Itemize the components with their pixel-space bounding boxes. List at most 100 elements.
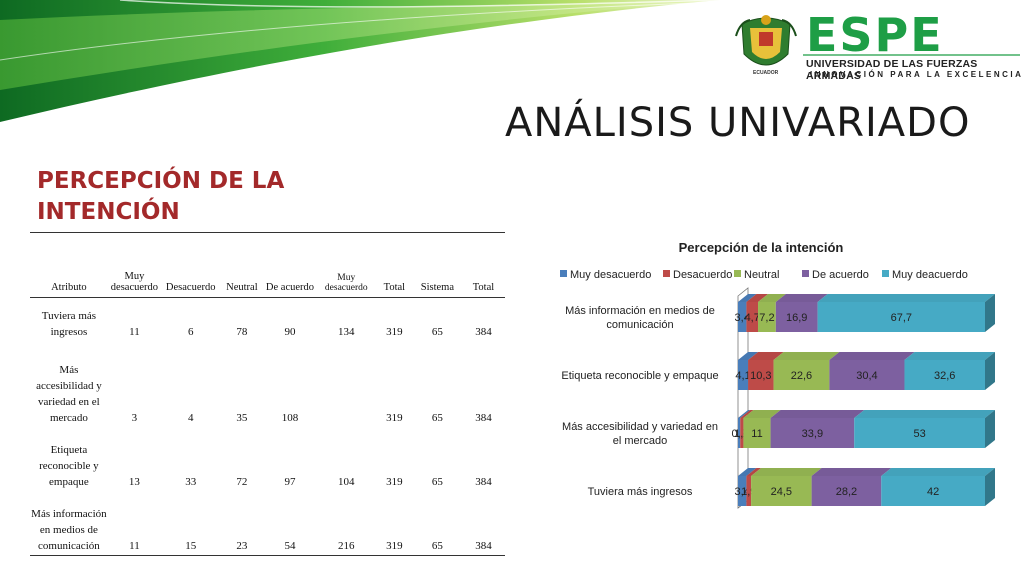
data-label: 3,4 bbox=[735, 486, 750, 498]
legend-swatch bbox=[560, 270, 567, 277]
page-title: ANÁLISIS UNIVARIADO bbox=[505, 100, 971, 146]
column-header: Muy desacuerdo bbox=[107, 232, 162, 298]
bar-top bbox=[738, 468, 757, 476]
category-label: comunicación bbox=[606, 319, 673, 331]
bar-top bbox=[740, 410, 754, 418]
table-cell: 384 bbox=[475, 412, 492, 424]
crest-icon bbox=[735, 15, 797, 66]
bar-segment bbox=[770, 418, 855, 448]
category-label: Etiqueta reconocible y empaque bbox=[561, 370, 718, 382]
bar-segment bbox=[775, 302, 818, 332]
bar-top bbox=[738, 294, 757, 302]
table-cell: 384 bbox=[475, 476, 492, 488]
table-cell: 65 bbox=[431, 412, 443, 424]
table-cell: 319 bbox=[386, 476, 403, 488]
legend-swatch bbox=[802, 270, 809, 277]
bar-segment bbox=[748, 360, 774, 390]
table-cell: 11 bbox=[107, 491, 162, 556]
bar-segment bbox=[758, 302, 776, 332]
bar-top bbox=[881, 468, 995, 476]
category-label: el mercado bbox=[613, 435, 667, 447]
table-cell: 108 bbox=[281, 412, 299, 424]
table-row: Tuviera más ingresos 11 6 78 90 134 319 … bbox=[30, 298, 505, 342]
table-cell: Etiqueta reconocible y empaque bbox=[39, 444, 99, 488]
data-label: 4,1 bbox=[735, 370, 750, 382]
table-cell: 78 bbox=[236, 326, 248, 338]
bar-top bbox=[743, 410, 781, 418]
table-cell: 65 bbox=[431, 476, 443, 488]
bar-top bbox=[773, 352, 840, 360]
data-label: 67,7 bbox=[891, 312, 912, 324]
legend-label: Muy desacuerdo bbox=[570, 269, 651, 281]
logo-motto: INNOVACIÓN PARA LA EXCELENCIA bbox=[810, 70, 1024, 79]
table-cell: 35 bbox=[236, 412, 248, 424]
bar-side bbox=[985, 352, 995, 390]
bar-top bbox=[829, 352, 915, 360]
table-cell: 65 bbox=[412, 491, 462, 556]
table-cell: 104 bbox=[338, 476, 355, 488]
data-label: 42 bbox=[927, 486, 939, 498]
logo-university-name: UNIVERSIDAD DE LAS FUERZAS ARMADAS bbox=[806, 58, 978, 82]
column-header: Muy desacuerdo bbox=[316, 232, 376, 298]
bar-segment bbox=[817, 302, 985, 332]
bar-segment bbox=[740, 418, 744, 448]
table-cell: 13 bbox=[128, 476, 140, 488]
table-cell: Tuviera más ingresos bbox=[41, 310, 97, 338]
table-cell: 319 bbox=[386, 412, 403, 424]
table-row: Más información en medios de comunicació… bbox=[30, 491, 505, 556]
section-title: PERCEPCIÓN DE LA INTENCIÓN bbox=[37, 168, 285, 225]
data-label: 11 bbox=[751, 428, 762, 440]
bar-segment bbox=[881, 476, 985, 506]
espe-logo bbox=[735, 15, 1020, 66]
bar-segment bbox=[773, 360, 830, 390]
table-cell: 15 bbox=[161, 491, 221, 556]
data-label: 16,9 bbox=[786, 312, 807, 324]
bar-top bbox=[811, 468, 892, 476]
bar-segment bbox=[738, 476, 747, 506]
bar-segment bbox=[738, 360, 749, 390]
bar-top bbox=[751, 468, 822, 476]
data-label: 7,2 bbox=[759, 312, 774, 324]
legend-swatch bbox=[734, 270, 741, 277]
bar-segment bbox=[811, 476, 882, 506]
legend-label: Desacuerdo bbox=[673, 269, 732, 281]
table-cell: Más accesibilidad y variedad en el merca… bbox=[36, 364, 102, 424]
column-header: Atributo bbox=[30, 232, 108, 298]
data-label: 22,6 bbox=[791, 370, 812, 382]
table-row: Etiqueta reconocible y empaque 13 33 72 … bbox=[30, 427, 505, 491]
table-cell: 90 bbox=[284, 326, 296, 338]
category-label: Más información en medios de bbox=[565, 305, 715, 317]
column-header: Neutral bbox=[220, 232, 264, 298]
bar-top bbox=[817, 294, 995, 302]
bar-top bbox=[854, 410, 995, 418]
table-cell: 54 bbox=[263, 491, 317, 556]
bar-side bbox=[985, 410, 995, 448]
header-swoosh bbox=[0, 0, 720, 122]
table-cell: 72 bbox=[236, 476, 248, 488]
table-cell: 11 bbox=[129, 326, 140, 338]
table-header-row: Atributo Muy desacuerdo Desacuerdo Neutr… bbox=[30, 232, 505, 298]
bar-top bbox=[738, 352, 759, 360]
table-row: Más accesibilidad y variedad en el merca… bbox=[30, 341, 505, 427]
table-cell: 65 bbox=[431, 326, 443, 338]
bar-segment bbox=[738, 302, 747, 332]
table-cell: 4 bbox=[187, 412, 194, 424]
bar-top bbox=[758, 294, 786, 302]
column-header: De acuerdo bbox=[263, 232, 317, 298]
table-cell: 216 bbox=[316, 491, 376, 556]
table-cell: 319 bbox=[375, 491, 413, 556]
column-header: Desacuerdo bbox=[161, 232, 221, 298]
data-label: 33,9 bbox=[802, 428, 823, 440]
column-header: Total bbox=[461, 232, 505, 298]
table-cell: 319 bbox=[386, 326, 403, 338]
table-cell: 134 bbox=[338, 326, 355, 338]
data-label: 53 bbox=[913, 428, 925, 440]
legend-swatch bbox=[663, 270, 670, 277]
data-label: 4,7 bbox=[745, 312, 760, 324]
bar-top bbox=[775, 294, 828, 302]
data-label: 30,4 bbox=[856, 370, 877, 382]
bar-segment bbox=[829, 360, 905, 390]
frequency-table: Atributo Muy desacuerdo Desacuerdo Neutr… bbox=[30, 232, 505, 556]
bar-top bbox=[748, 352, 784, 360]
legend-label: Neutral bbox=[744, 269, 779, 281]
